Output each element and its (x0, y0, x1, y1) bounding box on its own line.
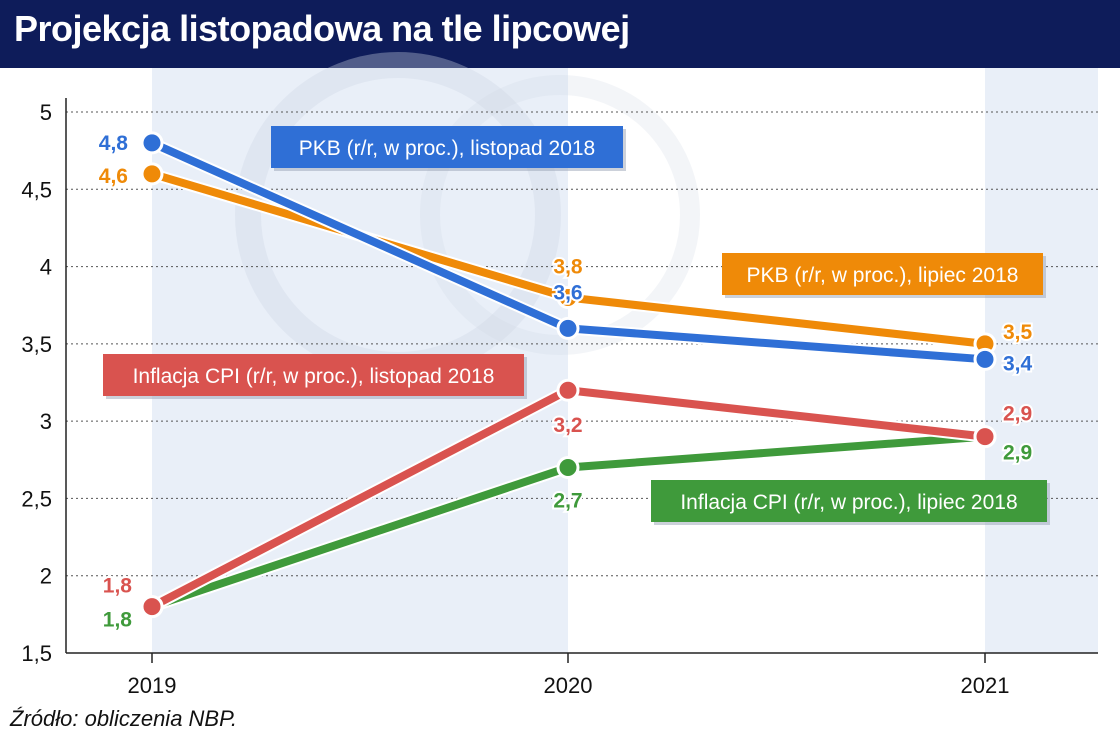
data-label: 3,2 (553, 414, 582, 437)
data-label: 3,5 (1003, 321, 1033, 344)
legend-label: Inflacja CPI (r/r, w proc.), lipiec 2018 (680, 491, 1017, 514)
y-tick-label: 5 (40, 100, 52, 125)
data-label: 2,7 (553, 490, 582, 513)
x-tick-label: 2019 (128, 673, 177, 698)
y-tick-label: 4 (40, 255, 52, 280)
data-point (973, 347, 997, 371)
legend-box (651, 480, 1047, 522)
watermark-ring (420, 75, 700, 355)
data-label: 2,9 (1003, 403, 1032, 426)
y-tick-label: 1,5 (21, 641, 52, 666)
data-point (140, 131, 164, 155)
x-tick-label: 2020 (544, 673, 593, 698)
chart-title: Projekcja listopadowa na tle lipcowej (14, 8, 630, 49)
y-tick-label: 3 (40, 409, 52, 434)
legend-box (271, 126, 623, 168)
data-label: 3,6 (553, 281, 582, 304)
data-label: 4,6 (99, 165, 128, 188)
legend-box (103, 354, 524, 396)
data-point (556, 285, 580, 309)
legend-label: PKB (r/r, w proc.), listopad 2018 (299, 137, 595, 160)
data-label: 4,8 (99, 132, 129, 155)
data-point (140, 162, 164, 186)
data-point (973, 425, 997, 449)
data-label: 1,8 (103, 609, 133, 632)
legend-box (722, 253, 1043, 295)
data-label: 3,8 (553, 255, 583, 278)
header-bar: Projekcja listopadowa na tle lipcowej (0, 0, 1120, 68)
x-tick-label: 2021 (961, 673, 1010, 698)
y-tick-label: 3,5 (21, 332, 52, 357)
y-tick-label: 4,5 (21, 177, 52, 202)
data-label: 2,9 (1003, 442, 1032, 465)
legend-label: PKB (r/r, w proc.), lipiec 2018 (747, 264, 1019, 287)
data-point (556, 316, 580, 340)
data-point (556, 456, 580, 480)
source-note: Źródło: obliczenia NBP. (10, 706, 238, 731)
data-label: 1,8 (103, 575, 133, 598)
legend-label: Inflacja CPI (r/r, w proc.), listopad 20… (133, 365, 495, 388)
data-label: 3,4 (1003, 352, 1033, 375)
y-tick-label: 2,5 (21, 486, 52, 511)
y-tick-label: 2 (40, 564, 52, 589)
data-point (556, 378, 580, 402)
band-2021 (985, 68, 1098, 653)
data-point (140, 595, 164, 619)
